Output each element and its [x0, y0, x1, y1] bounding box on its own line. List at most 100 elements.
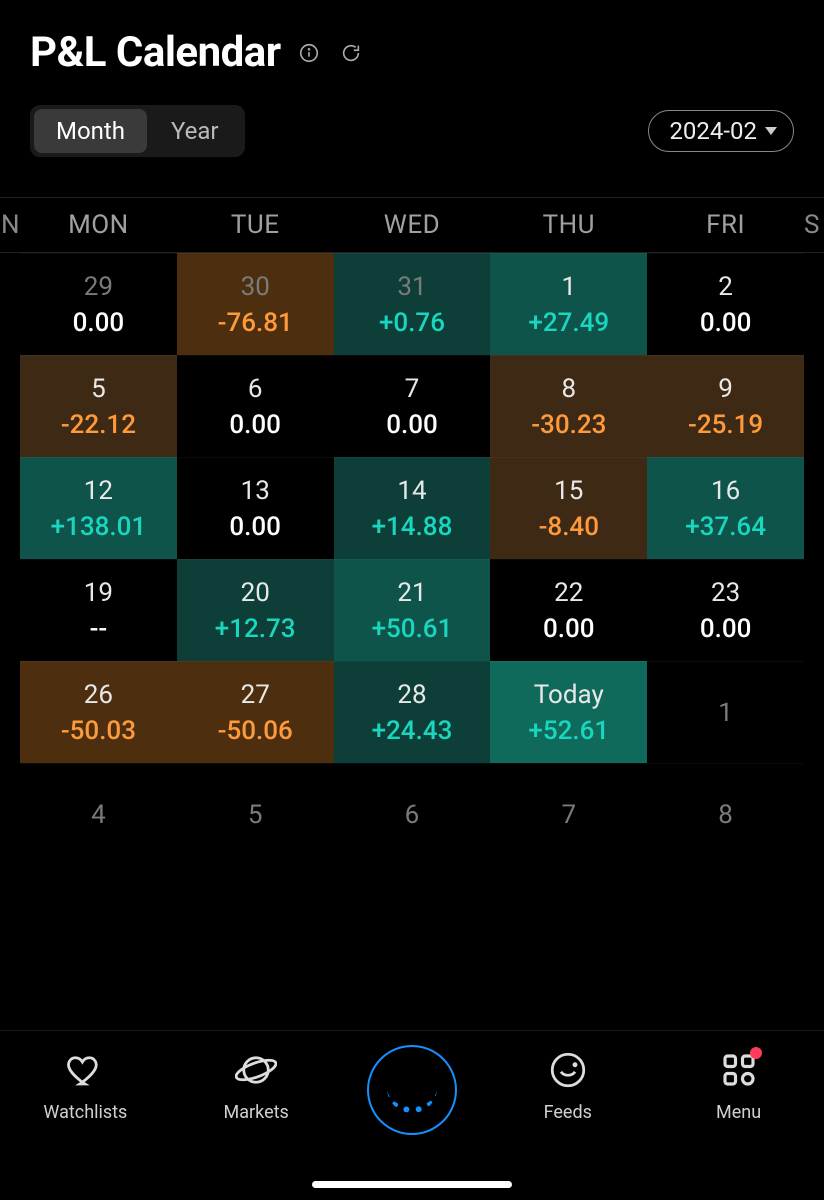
pnl-value: -50.03 — [61, 716, 136, 746]
pnl-value: -22.12 — [61, 410, 136, 440]
pnl-value: -- — [90, 614, 108, 644]
calendar-cell[interactable]: 21 +50.61 — [334, 559, 491, 661]
calendar-cell[interactable]: 6 — [334, 763, 491, 865]
nav-center-button[interactable] — [367, 1045, 457, 1135]
day-number: 9 — [718, 374, 733, 404]
calendar-cell[interactable]: 8 — [647, 763, 804, 865]
bottom-nav: Watchlists Markets Feeds Menu — [0, 1030, 824, 1200]
nav-item-watchlists[interactable]: Watchlists — [25, 1049, 145, 1123]
nav-item-markets[interactable]: Markets — [196, 1049, 316, 1123]
day-number: 7 — [405, 374, 420, 404]
weekday-label: MON — [20, 210, 177, 240]
day-number: 13 — [241, 476, 270, 506]
pnl-value: 0.00 — [700, 614, 752, 644]
weekday-label: N — [0, 210, 20, 240]
day-number: 15 — [554, 476, 583, 506]
nav-label: Menu — [716, 1102, 761, 1123]
day-number: 20 — [241, 578, 270, 608]
day-number: 30 — [241, 272, 270, 302]
pnl-value: 0.00 — [700, 308, 752, 338]
day-number: 14 — [397, 476, 426, 506]
calendar-cell[interactable]: 31+0.76 — [334, 253, 491, 355]
view-tab-year[interactable]: Year — [149, 109, 241, 153]
view-tab-month[interactable]: Month — [34, 109, 147, 153]
nav-item-feeds[interactable]: Feeds — [508, 1049, 628, 1123]
calendar-cell[interactable]: 19 -- — [20, 559, 177, 661]
calendar-cell[interactable]: 5-22.12 — [20, 355, 177, 457]
calendar-cell[interactable]: 7 — [490, 763, 647, 865]
chat-icon — [547, 1049, 589, 1096]
calendar-cell[interactable]: 30 -76.81 — [177, 253, 334, 355]
day-number: 1 — [718, 698, 733, 728]
day-number: 28 — [397, 680, 426, 710]
refresh-icon[interactable] — [337, 39, 365, 67]
day-number: 1 — [561, 272, 576, 302]
calendar-cell[interactable]: 4 — [20, 763, 177, 865]
pnl-value: +0.76 — [379, 308, 445, 338]
calendar-cell[interactable]: 230.00 — [647, 559, 804, 661]
calendar-cell[interactable]: 20 +12.73 — [177, 559, 334, 661]
page-title: P&L Calendar — [30, 28, 281, 77]
day-number: 8 — [718, 800, 733, 830]
nav-label: Feeds — [544, 1102, 592, 1123]
calendar-cell[interactable]: 5 — [177, 763, 334, 865]
planet-icon — [235, 1049, 277, 1096]
calendar-cell[interactable]: 28 +24.43 — [334, 661, 491, 763]
day-number: 7 — [561, 800, 576, 830]
day-number: Today — [534, 680, 604, 710]
notification-badge — [750, 1047, 762, 1059]
weekday-label: WED — [334, 210, 491, 240]
period-label: 2024-02 — [669, 117, 757, 145]
calendar-cell[interactable]: 9 -25.19 — [647, 355, 804, 457]
info-icon[interactable] — [295, 39, 323, 67]
calendar-cell[interactable]: Today +52.61 — [490, 661, 647, 763]
weekday-label: TUE — [177, 210, 334, 240]
day-number: 5 — [248, 800, 263, 830]
day-number: 6 — [248, 374, 263, 404]
pnl-value: +12.73 — [215, 614, 296, 644]
calendar-cell[interactable]: 20.00 — [647, 253, 804, 355]
home-indicator — [312, 1181, 512, 1188]
calendar-grid: 290.0030-76.8131+0.761+27.4920.005-22.12… — [0, 253, 824, 865]
pnl-value: +50.61 — [372, 614, 453, 644]
calendar-cell[interactable]: 8-30.23 — [490, 355, 647, 457]
day-number: 2 — [718, 272, 733, 302]
pnl-value: -50.06 — [218, 716, 293, 746]
period-picker[interactable]: 2024-02 — [648, 110, 794, 152]
pnl-value: +14.88 — [372, 512, 453, 542]
pnl-value: -8.40 — [539, 512, 599, 542]
calendar-cell[interactable]: 14 +14.88 — [334, 457, 491, 559]
calendar-cell[interactable]: 60.00 — [177, 355, 334, 457]
pnl-value: -25.19 — [688, 410, 763, 440]
calendar-cell[interactable]: 12+138.01 — [20, 457, 177, 559]
day-number: 26 — [84, 680, 113, 710]
pnl-value: 0.00 — [386, 410, 438, 440]
calendar-cell[interactable]: 130.00 — [177, 457, 334, 559]
pnl-value: 0.00 — [229, 410, 281, 440]
calendar-cell[interactable]: 70.00 — [334, 355, 491, 457]
pnl-value: +37.64 — [685, 512, 766, 542]
weekday-label: THU — [490, 210, 647, 240]
calendar-cell[interactable]: 220.00 — [490, 559, 647, 661]
pnl-value: +52.61 — [528, 716, 609, 746]
calendar-cell[interactable]: 1+27.49 — [490, 253, 647, 355]
calendar-cell[interactable]: 1 — [647, 661, 804, 763]
pnl-value: +24.43 — [372, 716, 453, 746]
weekday-label: S — [804, 210, 824, 240]
day-number: 19 — [84, 578, 113, 608]
calendar-cell[interactable]: 27 -50.06 — [177, 661, 334, 763]
calendar-cell[interactable]: 290.00 — [20, 253, 177, 355]
nav-item-menu[interactable]: Menu — [679, 1049, 799, 1123]
day-number: 27 — [241, 680, 270, 710]
calendar-cell[interactable]: 16+37.64 — [647, 457, 804, 559]
day-number: 21 — [397, 578, 426, 608]
day-number: 8 — [561, 374, 576, 404]
weekday-label: FRI — [647, 210, 804, 240]
logo-icon — [383, 1061, 441, 1119]
view-toggle: MonthYear — [30, 105, 245, 157]
calendar-cell[interactable]: 15 -8.40 — [490, 457, 647, 559]
nav-label: Watchlists — [43, 1102, 127, 1123]
pnl-value: -76.81 — [218, 308, 293, 338]
day-number: 22 — [554, 578, 583, 608]
calendar-cell[interactable]: 26 -50.03 — [20, 661, 177, 763]
